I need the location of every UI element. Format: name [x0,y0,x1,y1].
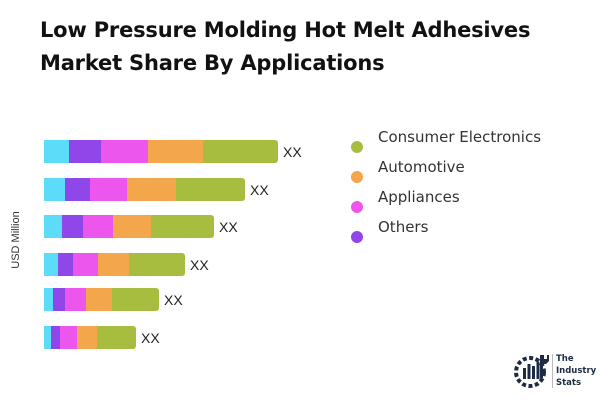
bar-segment-appliances[interactable] [90,178,127,201]
bar-segment-appliances[interactable] [83,215,113,238]
bar-segment-appliances[interactable] [65,288,86,311]
bar-row: XX [44,288,183,311]
logo-line-3: Stats [556,378,582,388]
legend-label: Consumer Electronics [378,128,542,146]
bar-row: XX [44,253,209,276]
logo-line-2: Industry [556,366,597,376]
y-axis-label: USD Million [10,211,22,269]
bar-segment-appliances[interactable] [60,326,77,349]
bar-segment-appliances[interactable] [101,140,148,163]
stacked-bar[interactable] [44,140,278,163]
bar-segment-unlabeled[interactable] [44,253,58,276]
bar-value-label: XX [219,218,238,235]
logo-text: The Industry Stats [556,353,596,389]
legend-label: Automotive [378,158,465,176]
bar-segment-automotive[interactable] [98,253,129,276]
logo-divider [552,354,553,388]
legend-dot-icon [351,171,363,183]
bar-segment-others[interactable] [53,288,65,311]
legend-item-others[interactable]: Others [348,218,588,243]
bar-segment-appliances[interactable] [73,253,98,276]
bar-segment-consumer-electronics[interactable] [176,178,245,201]
bar-segment-unlabeled[interactable] [44,178,65,201]
bar-segment-automotive[interactable] [127,178,176,201]
bar-segment-consumer-electronics[interactable] [97,326,136,349]
bar-row: XX [44,326,160,349]
bar-segment-automotive[interactable] [77,326,97,349]
bar-value-label: XX [250,181,269,198]
brand-logo: The Industry Stats [512,350,597,392]
bar-segment-others[interactable] [62,215,83,238]
stacked-bar[interactable] [44,288,159,311]
bar-segment-automotive[interactable] [148,140,203,163]
bar-segment-automotive[interactable] [113,215,151,238]
bar-row: XX [44,178,269,201]
bar-row: XX [44,140,302,163]
bar-segment-consumer-electronics[interactable] [203,140,278,163]
stacked-bar[interactable] [44,253,185,276]
bar-segment-unlabeled[interactable] [44,140,69,163]
bar-segment-others[interactable] [58,253,73,276]
legend-item-automotive[interactable]: Automotive [348,158,588,183]
bar-row: XX [44,215,238,238]
stacked-bar[interactable] [44,178,245,201]
bar-value-label: XX [190,256,209,273]
bar-segment-unlabeled[interactable] [44,288,53,311]
bar-segment-others[interactable] [69,140,101,163]
legend-dot-icon [351,201,363,213]
legend-dot-icon [351,231,363,243]
bar-value-label: XX [283,143,302,160]
stacked-bar[interactable] [44,326,136,349]
bar-value-label: XX [164,291,183,308]
bar-segment-others[interactable] [51,326,60,349]
bar-segment-consumer-electronics[interactable] [151,215,214,238]
bar-segment-others[interactable] [65,178,90,201]
legend-label: Others [378,218,429,236]
bar-segment-automotive[interactable] [86,288,112,311]
gear-chart-icon [514,355,549,388]
legend-dot-icon [351,141,363,153]
bar-segment-consumer-electronics[interactable] [112,288,159,311]
logo-line-1: The [556,354,574,364]
stacked-bar[interactable] [44,215,214,238]
bar-segment-unlabeled[interactable] [44,326,51,349]
bar-segment-consumer-electronics[interactable] [129,253,185,276]
bar-segment-unlabeled[interactable] [44,215,62,238]
legend-item-appliances[interactable]: Appliances [348,188,588,213]
chart-title: Low Pressure Molding Hot Melt Adhesives … [40,18,531,75]
legend-label: Appliances [378,188,460,206]
legend-item-consumer-electronics[interactable]: Consumer Electronics [348,128,588,153]
bar-value-label: XX [141,329,160,346]
